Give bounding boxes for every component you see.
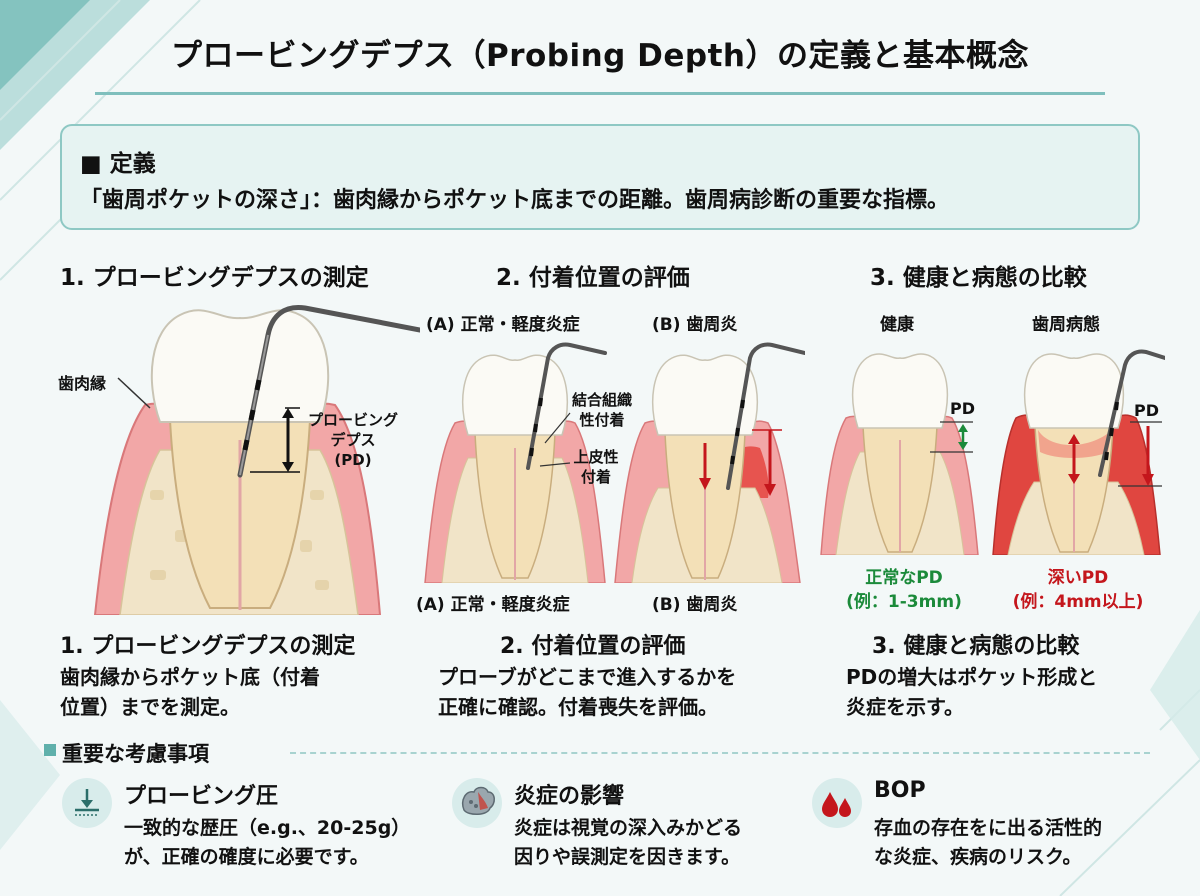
considerations-divider	[290, 752, 1150, 754]
label-probing-depth: プロービング デプス (PD)	[307, 411, 398, 469]
probe-markings	[242, 379, 262, 451]
label-connective-attachment: 結合組織 性付着	[571, 391, 632, 429]
caption-normal-mild: (A) 正常・軽度炎症	[416, 595, 570, 615]
periodontal-probe	[237, 304, 420, 478]
label-normal-mild: (A) 正常・軽度炎症	[426, 315, 580, 335]
label-periodontitis: (B) 歯周炎	[652, 315, 738, 335]
section2-bottom-heading: 2. 付着位置の評価	[500, 634, 686, 659]
section3-description: PDの増大はポケット形成と 炎症を示す。	[846, 665, 1098, 719]
label-gingival-margin: 歯肉縁	[58, 374, 107, 393]
caption-periodontitis: (B) 歯周炎	[652, 595, 738, 615]
diseased-tooth-illustration	[992, 349, 1165, 555]
pd-measurement-illustration	[93, 304, 420, 615]
considerations-heading: 重要な考慮事項	[62, 742, 209, 766]
caption-normal-pd: 正常なPD (例：1-3mm)	[846, 568, 962, 612]
consideration-title-inflammation: 炎症の影響	[514, 784, 625, 809]
inflamed-tissue-icon	[452, 778, 502, 828]
pd-label-healthy: PD	[950, 399, 976, 418]
consideration-text-pressure: 一致的な歴圧（e.g.、20-25g） が、正確の確度に必要です。	[124, 817, 411, 868]
section1-heading: 1. プロービングデプスの測定	[60, 265, 369, 291]
considerations-bullet	[44, 744, 56, 756]
consideration-title-pressure: プロービング圧	[124, 784, 279, 809]
label-disease: 歯周病態	[1032, 315, 1100, 335]
definition-box	[60, 124, 1140, 230]
title-divider	[95, 92, 1105, 95]
consideration-title-bop: BOP	[874, 778, 926, 803]
pd-label-disease: PD	[1134, 401, 1160, 420]
section1-bottom-heading: 1. プロービングデプスの測定	[60, 634, 356, 659]
label-healthy: 健康	[880, 315, 914, 335]
definition-heading: ■ 定義	[80, 151, 156, 177]
section2-heading: 2. 付着位置の評価	[496, 265, 690, 291]
page-title: プロービングデプス（Probing Depth）の定義と基本概念	[170, 38, 1029, 74]
label-epithelial-attachment: 上皮性 付着	[573, 448, 619, 486]
periodontitis-attachment-illustration	[614, 342, 805, 583]
consideration-text-bop: 存血の存在をに出る活性的 な炎症、疾病のリスク。	[874, 817, 1103, 868]
definition-text: 「歯周ポケットの深さ」：歯肉縁からポケット底までの距離。歯周病診断の重要な指標。	[80, 188, 950, 213]
section3-heading: 3. 健康と病態の比較	[870, 265, 1087, 291]
pressure-gauge-icon	[62, 778, 112, 828]
normal-attachment-illustration	[424, 342, 607, 583]
section1-description: 歯肉縁からポケット底（付着 位置）までを測定。	[60, 665, 320, 719]
caption-deep-pd: 深いPD (例：4mm以上)	[1012, 568, 1144, 612]
section2-description: プローブがどこまで進入するかを 正確に確認。付着喪失を評価。	[438, 665, 737, 719]
consideration-text-inflammation: 炎症は視覚の深入みかどる 因りや誤測定を因きます。	[514, 817, 743, 868]
section3-bottom-heading: 3. 健康と病態の比較	[872, 634, 1080, 659]
healthy-tooth-illustration	[820, 353, 979, 555]
blood-drops-icon	[812, 778, 862, 828]
tooth-crown	[150, 309, 330, 423]
